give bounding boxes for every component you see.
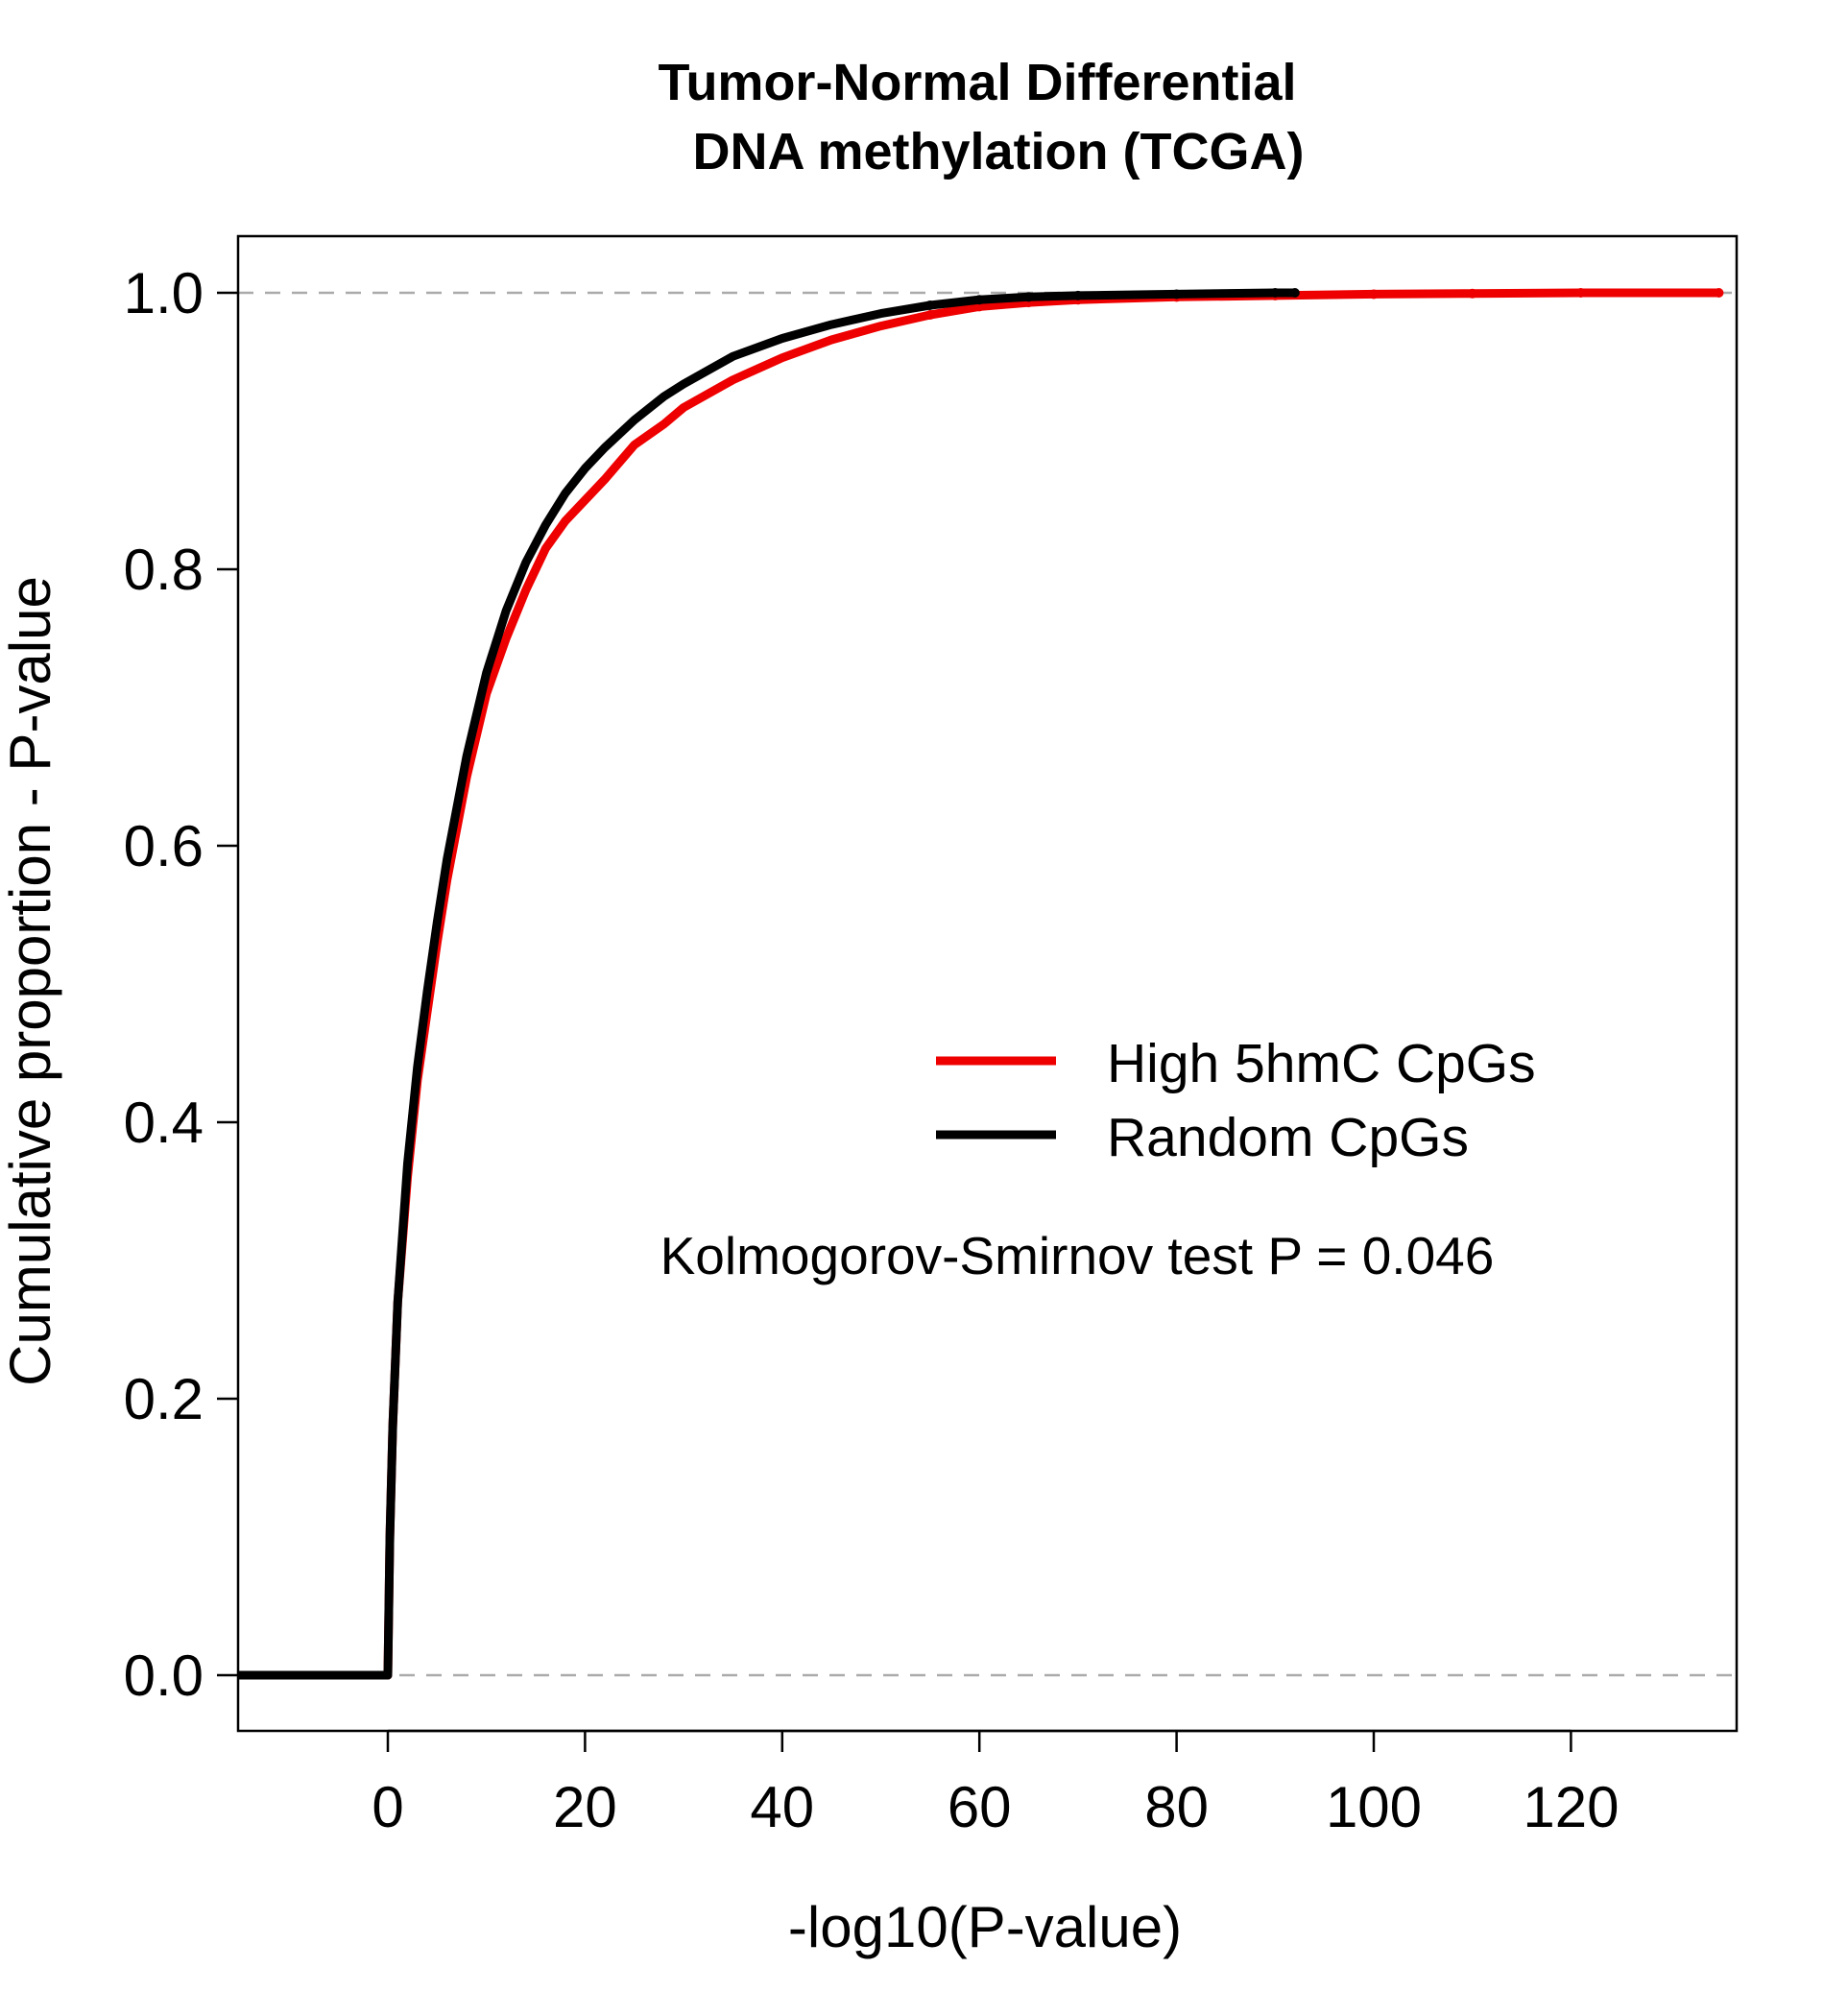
x-axis-label: -log10(P-value): [788, 1895, 1182, 1959]
y-tick-label-4: 0.8: [124, 538, 204, 602]
y-axis-label: Cumulative proportion - P-value: [0, 576, 62, 1386]
x-tick-label-1: 20: [553, 1775, 617, 1839]
series-point-1-28: [1072, 290, 1083, 300]
series-point-1-27: [1023, 292, 1034, 302]
series-point-1-30: [1270, 288, 1281, 298]
series-point-1-29: [1171, 289, 1182, 300]
series-point-0-25: [924, 310, 935, 321]
series-point-1-26: [974, 295, 985, 305]
x-tick-label-4: 80: [1144, 1775, 1209, 1839]
y-tick-label-5: 1.0: [124, 261, 204, 325]
x-tick-label-5: 100: [1326, 1775, 1422, 1839]
chart-title-line-1: Tumor-Normal Differential: [658, 54, 1296, 111]
x-axis: 0 20 40 60 80 100 120: [372, 1729, 1619, 1839]
legend: High 5hmC CpGs Random CpGs: [936, 1033, 1536, 1168]
legend-label-random: Random CpGs: [1107, 1107, 1469, 1168]
series-line-random: [238, 288, 1300, 1680]
y-tick-label-3: 0.6: [124, 814, 204, 878]
x-tick-label-6: 120: [1523, 1775, 1619, 1839]
plot-area: [238, 288, 1737, 1680]
series-point-0-34: [1714, 288, 1724, 298]
series-point-0-32: [1467, 288, 1477, 299]
series-point-1-25: [924, 300, 935, 310]
x-tick-label-2: 40: [750, 1775, 814, 1839]
series-point-0-33: [1575, 288, 1586, 298]
chart-title-line-2: DNA methylation (TCGA): [693, 123, 1305, 180]
y-tick-label-1: 0.2: [124, 1367, 204, 1431]
y-axis: 0.0 0.2 0.4 0.6 0.8 1.0: [124, 261, 238, 1708]
y-tick-label-0: 0.0: [124, 1644, 204, 1708]
series-point-0-31: [1369, 289, 1379, 300]
x-tick-label-0: 0: [372, 1775, 403, 1839]
x-tick-label-3: 60: [948, 1775, 1012, 1839]
y-tick-label-2: 0.4: [124, 1091, 204, 1155]
series-point-1-31: [1289, 288, 1300, 298]
ks-test-annotation: Kolmogorov-Smirnov test P = 0.046: [660, 1226, 1495, 1285]
plot-frame: [236, 234, 1739, 1733]
series-line-high-5hmc: [238, 288, 1723, 1680]
legend-label-high-5hmc: High 5hmC CpGs: [1107, 1033, 1536, 1094]
